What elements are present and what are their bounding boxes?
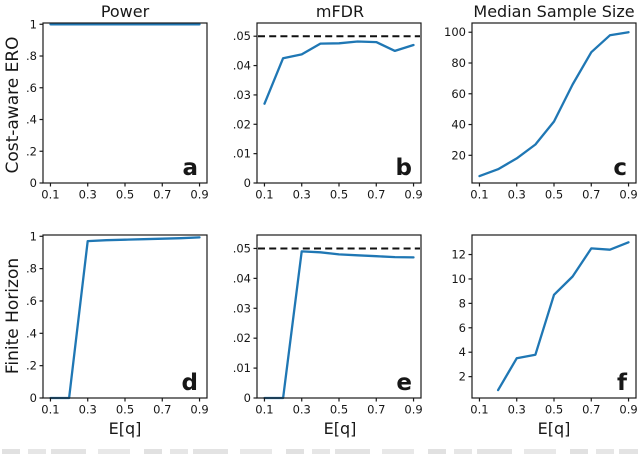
y-tick-label: .01	[233, 361, 251, 375]
x-tick-label: 0.9	[404, 403, 422, 417]
y-tick-label: 0	[30, 176, 37, 190]
x-tick-label: 0.3	[79, 403, 97, 417]
x-tick-label: 0.1	[255, 188, 273, 202]
x-tick-label: 0.1	[470, 188, 488, 202]
chart-panel-b: 0.1 0.3 0.5 0.7 0.9 0 .01 .02 .03 .04 .05 b	[233, 22, 423, 202]
x-tick-label: 0.9	[619, 403, 637, 417]
y-tick-label: 20	[451, 148, 466, 162]
x-tick-label: 0.5	[545, 188, 563, 202]
y-tick-label: .01	[233, 147, 251, 161]
data-series-line	[263, 40, 415, 105]
data-series-line	[49, 236, 201, 400]
x-tick-label: 0.3	[79, 188, 97, 202]
panel-letter: f	[617, 370, 628, 396]
axes-spines	[471, 22, 637, 184]
x-tick-label: 0.3	[508, 403, 526, 417]
y-tick-label: .4	[26, 326, 37, 340]
y-tick-label: .03	[233, 301, 251, 315]
x-tick-label: 0.7	[153, 403, 171, 417]
x-tick-label: 0.5	[116, 188, 134, 202]
y-tick-label: 0	[244, 391, 251, 405]
y-tick-label: 8	[459, 296, 466, 310]
x-tick-label: 0.9	[190, 188, 208, 202]
y-tick-label: .8	[26, 262, 37, 276]
y-tick-label: .6	[26, 81, 37, 95]
panel-letter: b	[396, 155, 412, 181]
x-tick-label: 0.9	[619, 188, 637, 202]
y-tick-label: 12	[451, 248, 466, 262]
x-tick-label: 0.1	[41, 403, 59, 417]
x-axis-label-col2: E[q]	[323, 419, 357, 438]
chart-panel-c: 0.1 0.3 0.5 0.7 0.9 20 40 60 80 100 c	[444, 22, 638, 202]
panel-letter: a	[182, 155, 198, 181]
y-tick-label: 0	[30, 391, 37, 405]
x-tick-label: 0.7	[367, 188, 385, 202]
x-tick-label: 0.1	[470, 403, 488, 417]
x-tick-label: 0.9	[190, 403, 208, 417]
y-tick-label: 80	[451, 56, 466, 70]
y-tick-label: 10	[451, 272, 466, 286]
x-tick-label: 0.5	[330, 188, 348, 202]
x-tick-label: 0.7	[153, 188, 171, 202]
x-tick-label: 0.3	[293, 188, 311, 202]
y-tick-label: 4	[459, 345, 466, 359]
x-tick-label: 0.5	[545, 403, 563, 417]
x-tick-label: 0.1	[41, 188, 59, 202]
y-tick-label: .4	[26, 113, 37, 127]
chart-panel-f: 0.1 0.3 0.5 0.7 0.9 2 4 6 8 10 12 f	[451, 234, 638, 417]
x-tick-label: 0.5	[330, 403, 348, 417]
x-tick-label: 0.7	[367, 403, 385, 417]
axes-spines	[471, 234, 637, 399]
x-tick-label: 0.7	[582, 403, 600, 417]
data-series-line	[478, 31, 630, 178]
y-tick-label: .04	[233, 271, 251, 285]
x-axis-label-col3: E[q]	[537, 419, 571, 438]
x-tick-label: 0.3	[508, 188, 526, 202]
y-tick-label: .05	[233, 29, 251, 43]
y-tick-label: 60	[451, 87, 466, 101]
y-tick-label: .8	[26, 49, 37, 63]
y-tick-label: 100	[444, 25, 466, 39]
y-tick-label: 2	[459, 370, 466, 384]
chart-panel-e: 0.1 0.3 0.5 0.7 0.9 0 .01 .02 .03 .04 .05 e	[233, 234, 423, 417]
data-series-line	[263, 250, 415, 400]
y-tick-label: .2	[26, 144, 37, 158]
x-axis-label-col1: E[q]	[108, 419, 142, 438]
y-tick-label: 40	[451, 118, 466, 132]
y-tick-label: 6	[459, 321, 466, 335]
data-series-line	[496, 241, 630, 392]
y-tick-label: .04	[233, 59, 251, 73]
y-tick-label: .6	[26, 294, 37, 308]
column-title-power: Power	[100, 2, 150, 21]
x-tick-label: 0.1	[255, 403, 273, 417]
y-tick-label: .03	[233, 88, 251, 102]
y-tick-label: .02	[233, 117, 251, 131]
y-tick-label: .05	[233, 241, 251, 255]
column-title-median-sample-size: Median Sample Size	[473, 2, 635, 21]
panel-letter: c	[613, 155, 627, 181]
y-tick-label: .02	[233, 331, 251, 345]
panel-letter: d	[182, 370, 198, 396]
y-tick-label: 1	[30, 17, 37, 31]
x-tick-label: 0.5	[116, 403, 134, 417]
chart-panel-d: 0.1 0.3 0.5 0.7 0.9 0 .2 .4 .6 .8 1 d	[26, 229, 209, 417]
panel-letter: e	[396, 370, 412, 396]
x-tick-label: 0.7	[582, 188, 600, 202]
y-tick-label: 0	[244, 176, 251, 190]
y-tick-label: 1	[30, 229, 37, 243]
x-tick-label: 0.3	[293, 403, 311, 417]
chart-panel-a: 0.1 0.3 0.5 0.7 0.9 0 .2 .4 .6 .8 1 a	[26, 17, 209, 202]
clipped-caption-text	[2, 449, 638, 454]
column-title-mfdr: mFDR	[315, 2, 365, 21]
x-tick-label: 0.9	[404, 188, 422, 202]
y-tick-label: .2	[26, 359, 37, 373]
